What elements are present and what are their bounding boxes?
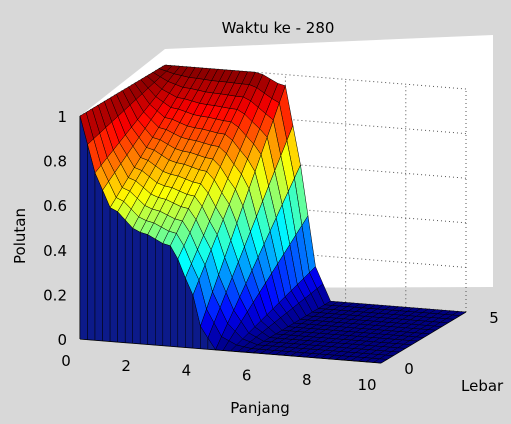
x-tick-label: 0 [61,352,71,370]
x-axis-label: Panjang [230,399,289,417]
z-tick-label: 1 [57,108,67,126]
surface-skirt [87,144,96,341]
x-tick-label: 4 [182,362,192,380]
surface-plot [79,64,467,364]
surface-skirt [147,234,156,346]
surface-skirt [155,238,164,346]
tick-labels: 0 2 4 6 8 10 0 5 0 0.2 0.4 0.6 0.8 1 [43,108,499,394]
axis-labels: Waktu ke - 280 Panjang Lebar Polutan [11,19,504,417]
z-axis-label: Polutan [11,208,29,264]
z-tick-label: 0.6 [43,197,67,215]
surface-skirt [132,227,141,345]
surface-skirt [162,243,171,347]
x-tick-label: 10 [357,376,376,394]
z-tick-label: 0.8 [43,153,67,171]
x-tick-label: 6 [242,366,252,384]
surface-skirt [117,211,126,343]
chart-title: Waktu ke - 280 [222,19,335,37]
x-tick-label: 8 [302,371,312,389]
surface-skirt [139,231,148,345]
y-axis-label: Lebar [461,377,504,395]
surface-skirt [102,190,111,342]
y-tick-label: 0 [404,360,414,378]
surface-skirt [94,172,103,342]
grid-line [79,64,467,117]
surface-skirt [373,362,382,364]
surface-skirt [124,219,133,344]
grid-line [79,198,467,251]
surface-skirt [79,115,88,340]
grid-line [79,109,467,162]
x-tick-label: 2 [121,357,131,375]
surface-skirt [207,337,216,351]
surface-skirt [109,207,118,343]
grid-line [79,242,467,295]
z-tick-label: 0.4 [43,242,67,260]
y-tick-label: 5 [489,309,499,327]
grid-line [79,153,467,206]
z-tick-label: 0 [57,331,67,349]
z-tick-label: 0.2 [43,286,67,304]
surface-skirt [170,244,179,348]
